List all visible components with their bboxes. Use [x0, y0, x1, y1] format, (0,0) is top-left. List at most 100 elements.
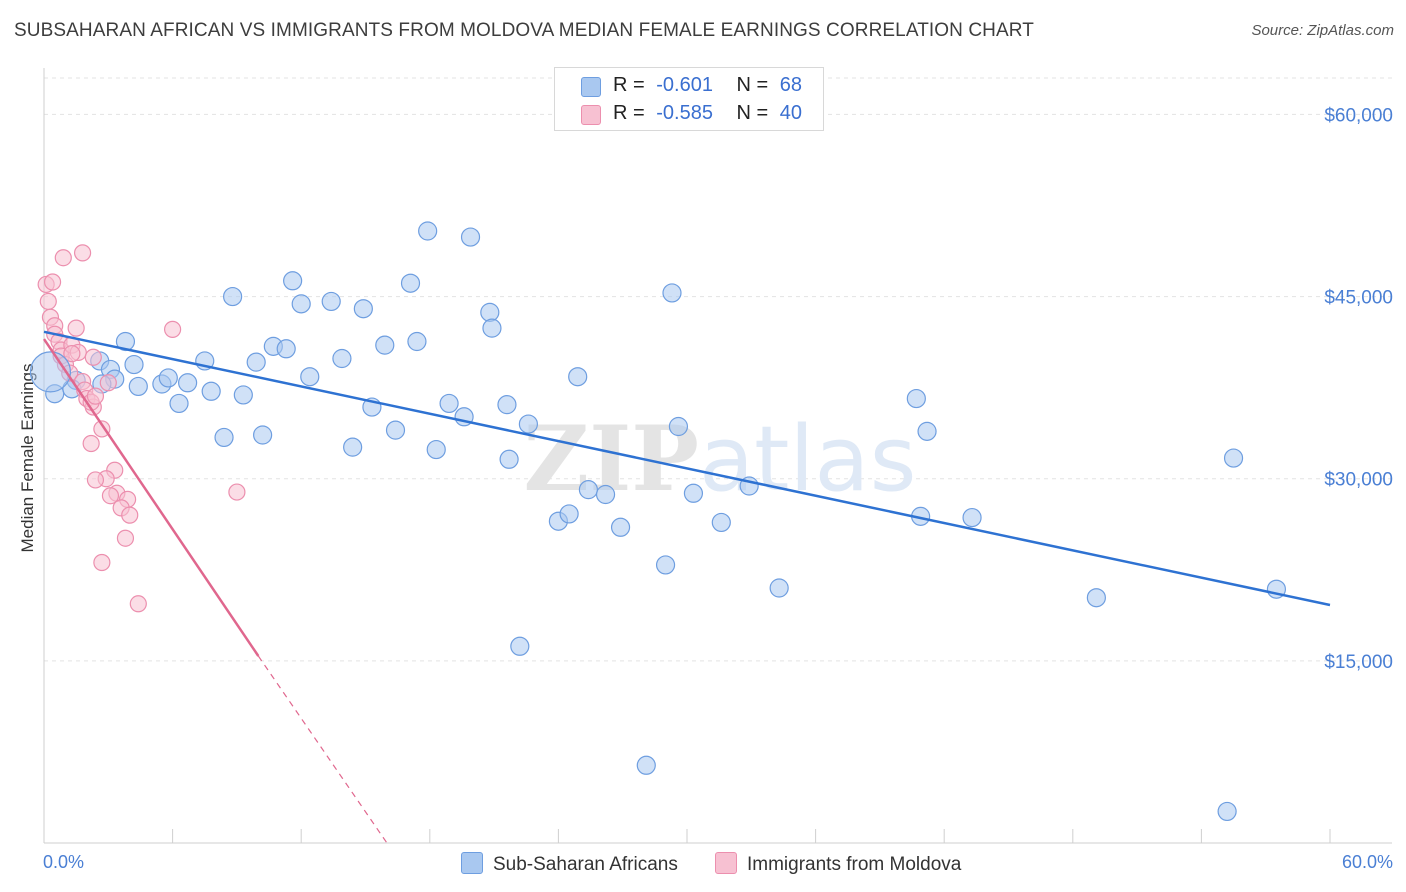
series-legend-label: Immigrants from Moldova [747, 854, 962, 875]
point-subsaharan [169, 393, 189, 414]
point-subsaharan [291, 294, 311, 314]
point-subsaharan [668, 416, 689, 437]
y-tick-label: $30,000 [1324, 470, 1393, 491]
point-subsaharan [510, 636, 530, 656]
point-subsaharan [518, 414, 538, 434]
point-subsaharan [769, 578, 789, 598]
series-swatch-blue [461, 852, 483, 874]
legend-swatch-blue [581, 77, 601, 97]
legend-r-label: R = [613, 102, 645, 124]
point-subsaharan [439, 393, 459, 414]
point-subsaharan [499, 449, 519, 469]
point-moldova [93, 420, 111, 438]
point-subsaharan [497, 395, 517, 415]
point-subsaharan [480, 302, 500, 322]
trendline-moldova [42, 338, 260, 657]
point-moldova [121, 506, 139, 524]
y-tick-label: $15,000 [1324, 652, 1393, 673]
trendline-subsaharan [43, 330, 1331, 607]
point-subsaharan [375, 335, 395, 355]
trendline-moldova-extrapolated [257, 655, 388, 844]
legend-swatch-pink [581, 105, 601, 125]
point-moldova [67, 319, 85, 337]
legend-n-label: N = [736, 102, 769, 124]
point-subsaharan [595, 484, 616, 505]
point-subsaharan [917, 421, 937, 441]
point-subsaharan [300, 367, 320, 387]
point-subsaharan [662, 283, 682, 303]
point-subsaharan [655, 555, 676, 575]
point-subsaharan [482, 318, 502, 338]
legend-r-value: -0.585 [656, 102, 713, 124]
legend-n-label: N = [736, 74, 769, 96]
point-moldova [39, 292, 57, 311]
point-subsaharan [214, 427, 234, 448]
point-subsaharan [128, 376, 148, 397]
point-moldova [86, 471, 105, 489]
point-subsaharan [568, 367, 588, 387]
point-subsaharan [1217, 801, 1237, 822]
point-subsaharan [559, 504, 579, 524]
point-subsaharan [962, 507, 982, 528]
point-subsaharan [332, 348, 352, 369]
legend-n-value: 40 [779, 102, 803, 124]
legend-row-blue: R = -0.601 N = 68 [555, 72, 823, 100]
chart-title: SUBSAHARAN AFRICAN VS IMMIGRANTS FROM MO… [14, 20, 1034, 41]
point-subsaharan [683, 483, 704, 503]
point-subsaharan [711, 512, 731, 533]
point-moldova [63, 345, 81, 363]
series-legend-label: Sub-Saharan Africans [493, 854, 678, 875]
point-moldova [99, 374, 117, 392]
point-moldova [82, 434, 100, 453]
point-subsaharan [906, 388, 926, 409]
legend-r-value: -0.601 [656, 74, 713, 96]
point-subsaharan [283, 271, 303, 291]
point-subsaharan [418, 221, 438, 241]
point-subsaharan [426, 439, 446, 460]
point-subsaharan [460, 227, 481, 247]
correlation-legend: R = -0.601 N = 68 R = -0.585 N = 40 [554, 67, 824, 131]
point-subsaharan [353, 299, 373, 319]
point-subsaharan [321, 291, 341, 312]
point-subsaharan [246, 352, 266, 372]
point-subsaharan [115, 331, 136, 352]
point-moldova [101, 487, 120, 505]
point-moldova [164, 320, 182, 338]
y-tick-label: $60,000 [1324, 105, 1393, 126]
series-legend: Sub-Saharan Africans Immigrants from Mol… [0, 852, 1406, 878]
series-swatch-pink [715, 852, 737, 874]
point-subsaharan [1086, 588, 1106, 608]
legend-row-pink: R = -0.585 N = 40 [555, 100, 823, 128]
point-subsaharan [610, 517, 631, 537]
point-subsaharan [400, 273, 421, 293]
point-moldova [228, 483, 246, 501]
point-subsaharan-cluster [29, 351, 72, 393]
point-subsaharan [178, 373, 198, 393]
point-subsaharan [223, 286, 243, 307]
point-moldova [54, 249, 72, 267]
point-subsaharan [233, 385, 253, 405]
point-moldova [43, 273, 62, 291]
point-moldova [129, 595, 147, 613]
series-legend-item-blue: Sub-Saharan Africans [461, 852, 678, 876]
series-legend-item-pink: Immigrants from Moldova [715, 852, 961, 876]
point-subsaharan [407, 331, 427, 352]
point-subsaharan [253, 425, 273, 445]
point-moldova [93, 553, 111, 572]
source-label: Source: ZipAtlas.com [1251, 22, 1394, 39]
point-subsaharan [158, 368, 178, 388]
point-subsaharan [636, 755, 656, 775]
point-subsaharan [124, 354, 144, 375]
point-moldova [84, 348, 102, 366]
legend-n-value: 68 [779, 74, 803, 96]
x-tick-label-min: 0.0% [43, 852, 85, 872]
point-subsaharan [343, 437, 363, 457]
point-moldova [116, 529, 135, 547]
point-moldova [86, 387, 105, 405]
point-subsaharan [385, 420, 406, 440]
point-subsaharan [578, 480, 599, 500]
x-tick-label-max: 60.0% [1341, 852, 1393, 872]
point-subsaharan [1223, 448, 1244, 468]
point-subsaharan [201, 381, 221, 401]
